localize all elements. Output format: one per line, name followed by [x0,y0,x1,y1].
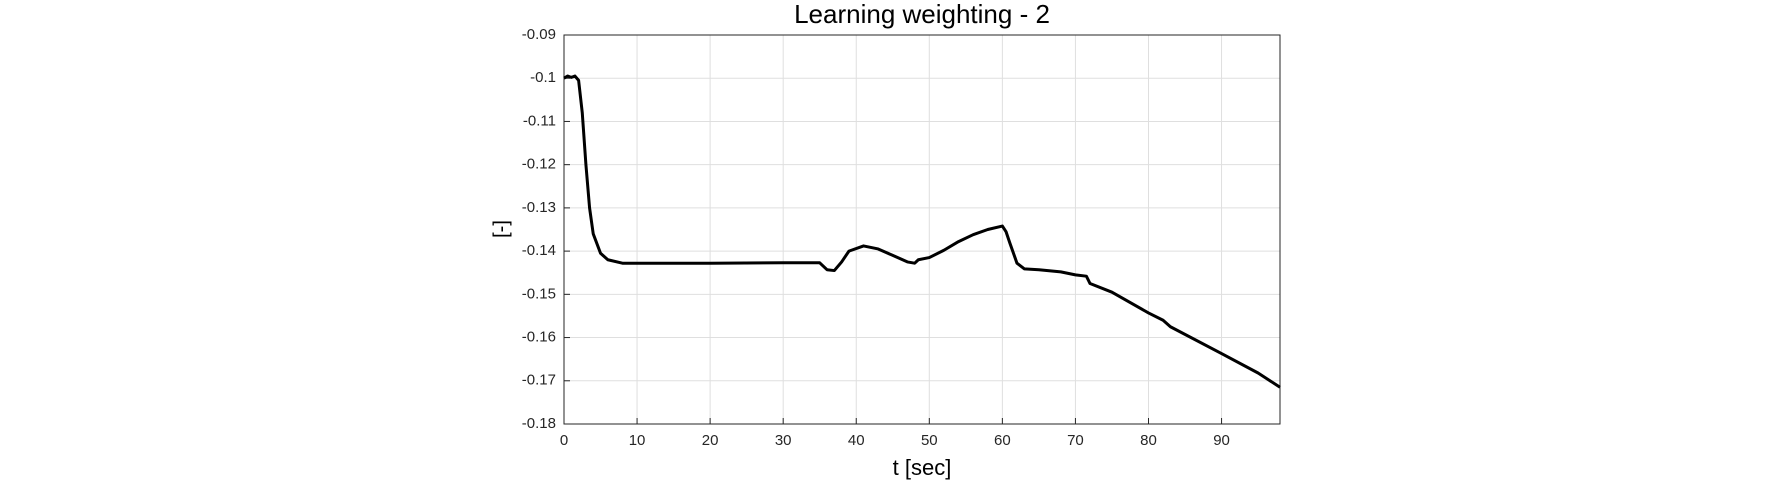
y-tick-label: -0.17 [522,372,556,389]
x-tick-label: 0 [560,432,568,449]
x-tick-label: 30 [775,432,792,449]
y-tick-label: -0.14 [522,242,556,259]
y-tick-label: -0.15 [522,285,556,302]
x-tick-label: 10 [629,432,646,449]
x-tick-label: 50 [921,432,938,449]
y-axis-label: [-] [490,220,512,238]
plot-area [564,35,1280,424]
chart-title: Learning weighting - 2 [794,0,1050,29]
x-tick-label: 40 [848,432,865,449]
x-tick-label: 20 [702,432,719,449]
x-axis-label: t [sec] [893,455,952,480]
y-tick-label: -0.16 [522,329,556,346]
x-tick-label: 80 [1140,432,1157,449]
x-tick-label: 70 [1067,432,1084,449]
line-series [563,74,1281,389]
y-tick-label: -0.11 [523,112,556,129]
x-tick-label: 90 [1213,432,1230,449]
y-tick-label: -0.12 [522,156,556,173]
y-tick-label: -0.18 [522,415,556,432]
y-tick-label: -0.1 [530,69,556,86]
y-tick-label: -0.09 [522,26,556,43]
axes-box [563,34,1281,425]
y-tick-label: -0.13 [522,199,556,216]
x-tick-label: 60 [994,432,1011,449]
